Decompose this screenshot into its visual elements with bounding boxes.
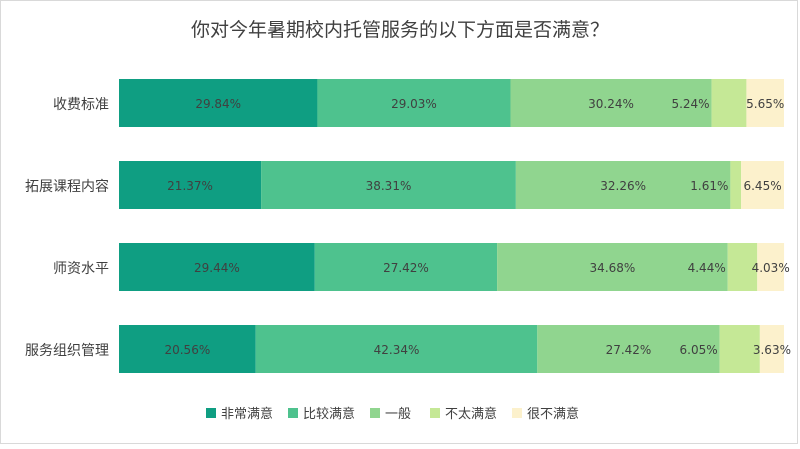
category-label: 师资水平: [53, 261, 109, 277]
legend-swatch: [370, 408, 380, 418]
data-label: 29.44%: [194, 261, 240, 275]
legend-label: 很不满意: [527, 406, 579, 422]
bar-segment: [711, 79, 747, 127]
data-label: 4.44%: [688, 261, 726, 275]
bar-segment: [317, 79, 511, 127]
data-label: 21.37%: [167, 179, 213, 193]
bar-segment: [119, 243, 315, 291]
data-label: 3.63%: [753, 343, 791, 357]
bar-segment: [515, 161, 731, 209]
bar-segment: [119, 79, 318, 127]
legend-swatch: [288, 408, 298, 418]
data-label: 5.65%: [746, 97, 784, 111]
legend-label: 非常满意: [221, 406, 273, 422]
bar-segment: [741, 161, 784, 209]
bar-segment: [510, 79, 712, 127]
data-label: 29.84%: [195, 97, 241, 111]
chart-title: 你对今年暑期校内托管服务的以下方面是否满意？: [191, 19, 609, 41]
bar-segment: [727, 243, 758, 291]
data-label: 6.05%: [680, 343, 718, 357]
legend-label: 一般: [385, 406, 411, 422]
data-label: 29.03%: [391, 97, 437, 111]
data-label: 6.45%: [743, 179, 781, 193]
data-label: 5.24%: [671, 97, 709, 111]
data-label: 1.61%: [690, 179, 728, 193]
bar-segment: [119, 325, 256, 373]
data-label: 42.34%: [374, 343, 420, 357]
data-label: 38.31%: [366, 179, 412, 193]
bar-segment: [730, 161, 742, 209]
bar-segment: [497, 243, 728, 291]
data-label: 27.42%: [606, 343, 652, 357]
legend: 非常满意 比较满意 一般 不太满意 很不满意: [206, 406, 579, 422]
bar-segment: [757, 243, 785, 291]
data-label: 4.03%: [752, 261, 790, 275]
legend-label: 不太满意: [445, 406, 497, 422]
category-label: 拓展课程内容: [25, 178, 109, 195]
bar-segment: [719, 325, 760, 373]
data-label: 20.56%: [164, 343, 210, 357]
legend-swatch: [430, 408, 440, 418]
bar-segment: [261, 161, 516, 209]
data-label: 27.42%: [383, 261, 429, 275]
bar-segment: [537, 325, 720, 373]
bar-segment: [255, 325, 538, 373]
legend-swatch: [206, 408, 216, 418]
data-label: 30.24%: [588, 97, 634, 111]
data-label: 32.26%: [600, 179, 646, 193]
category-label: 收费标准: [53, 97, 109, 113]
category-label: 服务组织管理: [25, 343, 109, 359]
bar-segment: [119, 161, 262, 209]
bar-segment: [746, 79, 784, 127]
legend-swatch: [512, 408, 522, 418]
plot-area: 29.84% 29.03% 30.24% 5.24% 5.65% 21.37% 38.31%…: [119, 79, 791, 373]
bar-segment: [759, 325, 784, 373]
data-label: 34.68%: [590, 261, 636, 275]
bar-segment: [314, 243, 498, 291]
legend-label: 比较满意: [303, 406, 355, 422]
